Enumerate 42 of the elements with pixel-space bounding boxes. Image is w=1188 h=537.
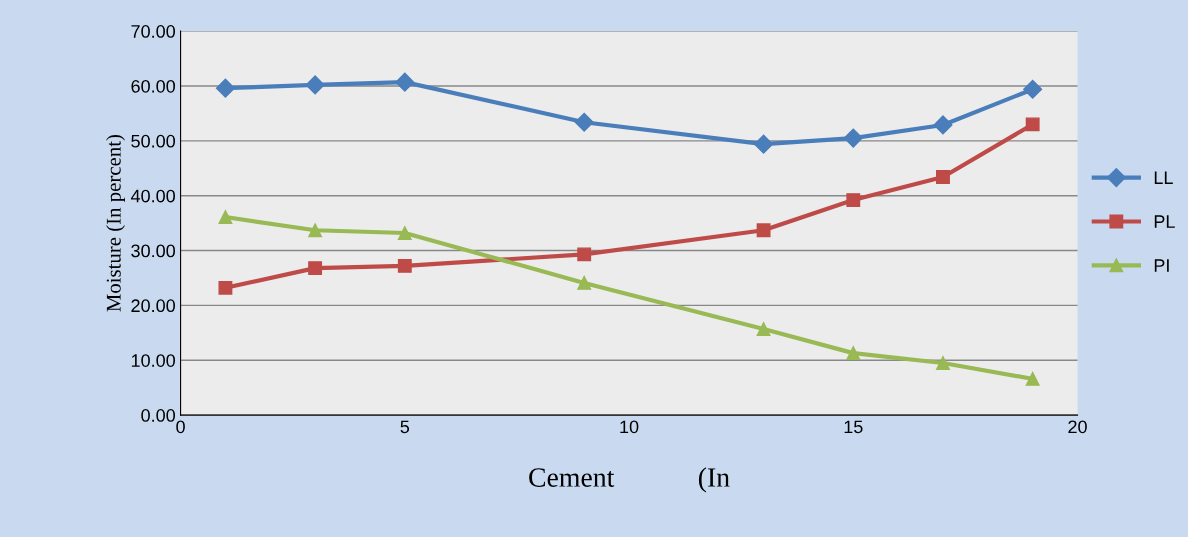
y-tick-label: 20.00 [131, 299, 176, 313]
point [218, 210, 233, 225]
y-axis-title: Moisture (In percent) [106, 134, 125, 312]
x-tick-label: 15 [844, 420, 863, 434]
point [936, 356, 950, 370]
y-tick-label: 0.00 [141, 409, 176, 422]
y-tick-label: 40.00 [130, 189, 176, 203]
point [218, 280, 233, 295]
legend-label: PI [1154, 259, 1169, 272]
y-tick-label: 30.00 [131, 244, 176, 258]
point [308, 261, 323, 276]
point [397, 226, 412, 240]
point [577, 247, 592, 262]
y-tick-label: 60.00 [131, 79, 176, 93]
point [846, 193, 861, 208]
point [936, 170, 950, 184]
point [305, 75, 325, 95]
point [395, 72, 415, 92]
y-tick-label: 50.00 [131, 134, 176, 148]
point [577, 275, 592, 290]
point [843, 128, 863, 148]
point [1023, 79, 1043, 99]
x-tick-label: 10 [620, 420, 639, 434]
x-axis-title: Cement (In [529, 467, 730, 493]
y-tick-label: 70.00 [131, 25, 176, 38]
point [756, 322, 771, 336]
point [397, 258, 412, 273]
point [846, 346, 861, 361]
x-tick-label: 0 [176, 420, 185, 434]
y-tick-label: 10.00 [131, 354, 176, 367]
point [1025, 117, 1040, 132]
x-tick-label: 5 [400, 420, 410, 434]
point [308, 223, 323, 238]
point [1025, 371, 1040, 386]
point [756, 223, 771, 238]
point [574, 112, 594, 132]
legend-label: PL [1154, 215, 1175, 228]
point [215, 78, 235, 98]
x-tick-label: 20 [1068, 420, 1087, 434]
legend-label: LL [1154, 171, 1173, 184]
point [933, 115, 953, 135]
point [754, 134, 774, 154]
